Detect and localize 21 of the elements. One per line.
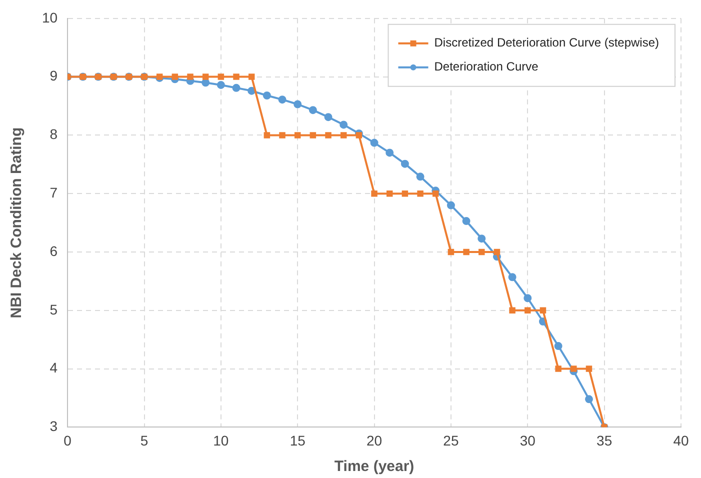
y-tick-label: 8: [50, 126, 58, 142]
x-tick-label: 30: [520, 432, 536, 448]
y-tick-label: 3: [50, 418, 58, 434]
x-tick-label: 35: [596, 432, 612, 448]
x-axis-title: Time (year): [334, 458, 414, 476]
y-tick-label: 7: [50, 184, 58, 200]
x-tick-label: 25: [443, 432, 459, 448]
x-tick-label: 20: [366, 432, 382, 448]
x-tick-label: 15: [290, 432, 306, 448]
y-tick-label: 5: [50, 301, 58, 318]
y-tick-label: 6: [50, 242, 58, 259]
y-tick-label: 10: [42, 9, 58, 26]
legend-label: Discretized Deterioration Curve (stepwise): [434, 36, 660, 50]
y-axis-title: NBI Deck Condition Rating: [8, 127, 26, 318]
x-tick-label: 0: [64, 432, 72, 448]
x-tick-label: 10: [213, 432, 229, 448]
x-tick-label: 5: [140, 432, 148, 448]
x-tick-label: 40: [673, 432, 689, 448]
y-tick-label: 4: [50, 360, 58, 376]
legend-label: Deterioration Curve: [434, 60, 539, 74]
y-tick-label: 9: [50, 68, 58, 84]
